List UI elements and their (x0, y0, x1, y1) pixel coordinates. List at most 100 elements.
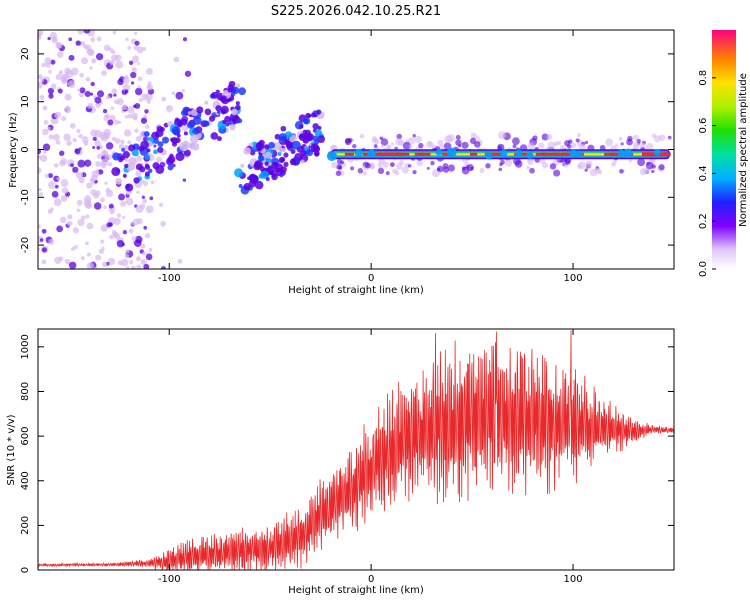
spectrogram-blob (44, 57, 52, 65)
spectrogram-blob (216, 136, 222, 142)
spectrogram-blob (137, 62, 141, 66)
spectrogram-blob (127, 105, 135, 114)
spectrogram-blob (92, 136, 97, 142)
spectrogram-blob (113, 119, 120, 125)
spectrogram-blob (67, 80, 76, 89)
spectrogram-blob (435, 148, 443, 156)
colorbar-tick-label: 0.4 (698, 165, 709, 181)
spectrogram-blob (182, 37, 188, 42)
spectrogram-blob (187, 110, 192, 115)
spectrogram-blob (130, 71, 137, 79)
spectrogram-blob (86, 222, 94, 230)
spectrogram-blob (186, 121, 194, 129)
spectrogram-blob (115, 177, 122, 185)
spectrogram-blob (144, 160, 148, 164)
spectrogram-blob (42, 143, 51, 151)
spectrogram-blob (571, 142, 577, 149)
main-tone-core (484, 152, 503, 156)
spectrogram-blob (98, 169, 104, 175)
spectrogram-blob (91, 58, 97, 64)
spectrogram-blob (390, 142, 395, 146)
spectrogram-blob (372, 136, 377, 141)
main-tone-core (414, 152, 424, 156)
spectrogram-blob (121, 104, 128, 111)
spectrogram-blob (38, 224, 41, 229)
spectrogram-blob (331, 161, 338, 169)
spectrogram-blob (71, 246, 76, 251)
spectrogram-blob (51, 190, 59, 198)
spectrogram-blob (60, 179, 69, 187)
spectrogram-blob (126, 266, 130, 269)
spectrogram-blob (94, 140, 101, 147)
spectrogram-blob (152, 162, 160, 170)
spectrogram-blob (124, 163, 129, 169)
spectrogram-blob (153, 144, 157, 148)
spectrogram-blob (86, 182, 93, 189)
spectrogram-blob (40, 78, 44, 83)
spectrogram-blob (145, 205, 154, 214)
main-tone-core (394, 152, 410, 156)
spectrogram-blob (142, 47, 147, 51)
spectrogram-blob (95, 160, 102, 167)
main-tone-core (375, 152, 392, 156)
spectrogram-blob (122, 76, 130, 84)
spectrogram-blob (362, 170, 368, 176)
spectrogram-blob (171, 91, 176, 96)
spectrogram-y-axis-label: Frequency (Hz) (8, 112, 19, 188)
spectrogram-blob (50, 116, 59, 125)
spectrogram-blob (41, 259, 47, 265)
spectrogram-blob (114, 138, 121, 144)
snr-y-tick-label: 800 (20, 382, 31, 401)
spectrogram-blob (100, 224, 109, 232)
snr-x-tick-label: 100 (564, 574, 583, 585)
spectrogram-blob (98, 248, 104, 254)
spectrogram-blob (94, 96, 102, 104)
spectrogram-blob (234, 168, 244, 178)
spectrogram-blob (179, 141, 189, 152)
spectrogram-blob (231, 86, 240, 95)
spectrogram-blob (137, 76, 143, 82)
spectrogram-blob (497, 143, 505, 151)
spectrogram-blob (136, 46, 144, 54)
spectrogram-blob (469, 137, 477, 145)
snr-y-axis-label: SNR (10 * v/v) (6, 414, 17, 485)
spectrogram-blob (227, 84, 234, 91)
spectrogram-blob (235, 104, 241, 111)
spectrogram-blob (64, 106, 72, 114)
spectrogram-blob (142, 198, 148, 204)
spectrogram-blob (96, 153, 103, 160)
spectrogram-blob (100, 197, 105, 203)
spectrogram-blob (95, 53, 104, 61)
spectrogram-blob (267, 158, 272, 163)
spectrogram-blob (157, 141, 164, 148)
spectrogram-blob (77, 218, 85, 227)
colorbar-tick-label: 0.2 (698, 213, 709, 229)
spectrogram-blob (455, 139, 462, 146)
spectrogram-blob (140, 243, 146, 249)
spectrogram-blob (112, 152, 121, 161)
spectrogram-blob (133, 45, 139, 51)
spectrogram-blob (280, 166, 287, 173)
spectrogram-blob (280, 125, 287, 132)
snr-y-tick-label: 200 (20, 516, 31, 535)
spectrogram-blob (137, 85, 141, 89)
spectrogram-blob (135, 135, 142, 142)
spectrogram-blob (476, 136, 480, 140)
spectrogram-blob (527, 158, 534, 166)
spectrogram-blob (526, 165, 530, 170)
snr-y-tick-label: 1000 (20, 334, 31, 359)
spectrogram-blob (59, 150, 65, 156)
spectrogram-blob (414, 135, 423, 144)
snr-series-line (38, 330, 674, 570)
spectrogram-blob (129, 259, 134, 265)
spectrogram-blob (254, 160, 264, 169)
colorbar-tick-label: 0.0 (698, 261, 709, 277)
spectrogram-blob (134, 40, 140, 46)
spectrogram-blob (47, 181, 56, 189)
spectrogram-blob (120, 258, 129, 267)
spectrogram-blob (216, 110, 221, 114)
spectrogram-blob (78, 177, 85, 184)
spectrogram-blob (64, 93, 72, 101)
spectrogram-blob (41, 247, 47, 253)
